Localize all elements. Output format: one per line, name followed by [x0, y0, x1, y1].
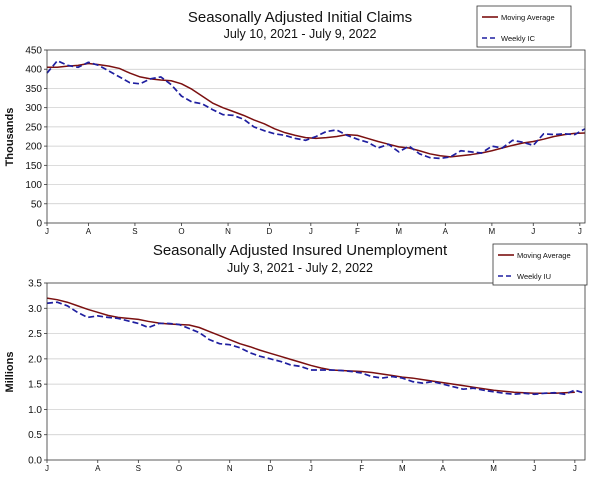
chart1-legend-moving-average: Moving Average — [501, 13, 555, 22]
chart1-x-tick-label: J — [45, 227, 49, 236]
chart1-x-tick-label: S — [132, 227, 137, 236]
chart1-gridlines — [47, 68, 585, 205]
chart2-y-tick-label: 3.5 — [28, 279, 42, 290]
chart2-series-moving-average — [46, 297, 575, 394]
chart1-y-tick-label: 100 — [25, 180, 42, 191]
chart2-series — [46, 297, 586, 396]
chart1-y-tick-label: 0 — [36, 219, 42, 230]
chart2-y-tick-label: 2.5 — [28, 329, 42, 340]
chart2-x-tick-label: M — [399, 464, 406, 473]
chart1-y-tick-label: 150 — [25, 161, 42, 172]
chart2-x-tick-label: D — [267, 464, 273, 473]
chart1-x-tick-label: J — [531, 227, 535, 236]
chart2-subtitle: July 3, 2021 - July 2, 2022 — [227, 261, 373, 275]
chart1-y-tick-label: 300 — [25, 103, 42, 114]
chart2-y-tick-label: 2.0 — [28, 354, 42, 365]
chart2-x-tick-label: O — [176, 464, 182, 473]
chart2-ylabel: Millions — [4, 352, 16, 393]
chart1-x-tick-label: D — [267, 227, 273, 236]
chart1-legend-box — [476, 5, 572, 48]
chart2-x-tick-label: J — [45, 464, 49, 473]
chart1-x-tick-label: M — [489, 227, 496, 236]
chart1-series-moving-average — [47, 62, 586, 158]
chart1-y-tick-label: 250 — [25, 122, 42, 133]
chart2-y-tick-label: 0.0 — [28, 456, 42, 467]
chart2-legend-weekly: Weekly IU — [517, 272, 551, 281]
chart1-x-tick-label: M — [395, 227, 402, 236]
chart2-series-weekly — [46, 301, 586, 396]
chart2-x-tick-label: J — [309, 464, 313, 473]
chart2-x-tick-label: S — [136, 464, 141, 473]
chart2-legend-box — [492, 243, 588, 286]
chart2-y-tick-label: 3.0 — [28, 304, 42, 315]
chart2-x-tick-label: F — [359, 464, 364, 473]
chart1-y-ticks: 0 50 100 150 200 250 300 350 400 450 — [25, 46, 47, 230]
chart1-ylabel: Thousands — [4, 108, 16, 167]
chart1-x-tick-label: F — [355, 227, 360, 236]
chart1-y-tick-label: 400 — [25, 65, 42, 76]
chart1-x-tick-label: A — [443, 227, 449, 236]
chart1-series-weekly — [46, 59, 586, 160]
chart2-legend-moving-average: Moving Average — [517, 251, 571, 260]
chart1-x-tick-label: J — [309, 227, 313, 236]
chart1-plot-frame — [46, 49, 586, 224]
chart2-y-ticks: 0.0 0.5 1.0 1.5 2.0 2.5 3.0 3.5 — [28, 279, 47, 467]
chart2-y-tick-label: 1.0 — [28, 405, 42, 416]
chart2-legend: Moving Average Weekly IU — [492, 243, 588, 286]
chart2-x-tick-label: A — [440, 464, 446, 473]
chart-initial-claims: Seasonally Adjusted Initial Claims July … — [4, 5, 586, 236]
chart2-x-tick-label: A — [95, 464, 101, 473]
chart2-y-tick-label: 1.5 — [28, 380, 42, 391]
chart1-subtitle: July 10, 2021 - July 9, 2022 — [224, 27, 377, 41]
chart1-x-tick-label: N — [225, 227, 231, 236]
chart2-x-tick-label: J — [573, 464, 577, 473]
chart2-plot-frame — [46, 282, 586, 461]
chart1-x-tick-label: J — [578, 227, 582, 236]
chart2-y-tick-label: 0.5 — [28, 430, 42, 441]
chart1-series — [46, 59, 586, 160]
chart2-x-tick-label: N — [227, 464, 233, 473]
chart2-x-tick-label: J — [532, 464, 536, 473]
chart1-legend-weekly: Weekly IC — [501, 34, 536, 43]
chart1-x-tick-label: A — [86, 227, 92, 236]
chart2-gridlines — [47, 307, 585, 436]
chart-insured-unemployment: Seasonally Adjusted Insured Unemployment… — [4, 242, 588, 473]
chart2-x-tick-label: M — [490, 464, 497, 473]
chart1-y-tick-label: 450 — [25, 46, 42, 57]
chart1-legend: Moving Average Weekly IC — [476, 5, 572, 48]
chart1-y-tick-label: 350 — [25, 84, 42, 95]
chart1-y-tick-label: 200 — [25, 142, 42, 153]
chart2-title: Seasonally Adjusted Insured Unemployment — [153, 242, 448, 259]
chart1-title: Seasonally Adjusted Initial Claims — [188, 9, 412, 26]
chart1-x-tick-label: O — [178, 227, 184, 236]
chart1-y-tick-label: 50 — [31, 199, 43, 210]
